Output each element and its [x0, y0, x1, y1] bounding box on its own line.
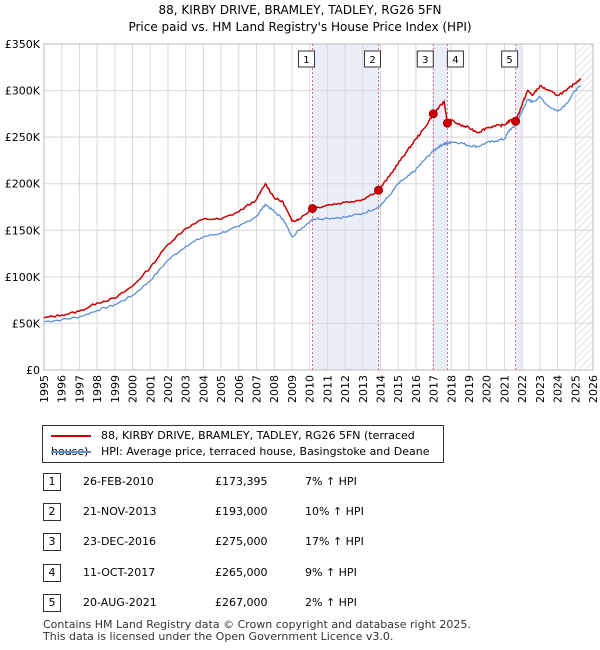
x-tick-label: 1996 [56, 375, 69, 403]
y-tick-label: £200K [5, 178, 41, 191]
x-tick-label: 2020 [481, 375, 494, 403]
x-tick-label: 2002 [162, 375, 175, 403]
sale-marker-label: 5 [506, 55, 512, 66]
plot-frame [43, 43, 594, 371]
y-tick-label: £100K [5, 271, 41, 284]
x-tick-label: 2019 [463, 375, 476, 403]
row-marker: 4 [43, 564, 61, 582]
sale-point [307, 203, 317, 213]
sale-point [428, 109, 438, 119]
property-price-line [43, 78, 582, 319]
sale-marker-label: 1 [303, 55, 309, 66]
row-date: 21-NOV-2013 [83, 505, 157, 518]
x-tick-label: 2018 [445, 375, 458, 403]
forecast-hatch [575, 44, 593, 370]
legend-property-swatch [51, 435, 91, 437]
chart-title: 88, KIRBY DRIVE, BRAMLEY, TADLEY, RG26 5… [158, 3, 441, 17]
x-tick-label: 2005 [215, 375, 228, 403]
row-hpi: 7% ↑ HPI [305, 475, 357, 488]
legend-hpi-swatch [51, 451, 91, 453]
legend-hpi-label: HPI: Average price, terraced house, Basi… [101, 445, 430, 458]
x-tick-label: 2000 [127, 375, 140, 403]
row-hpi: 17% ↑ HPI [305, 535, 364, 548]
row-date: 26-FEB-2010 [83, 475, 154, 488]
row-date: 20-AUG-2021 [83, 596, 157, 609]
x-tick-label: 2024 [552, 375, 565, 403]
sale-marker-box [297, 50, 315, 68]
table-row: 3 23-DEC-2016 £275,000 17% ↑ HPI [43, 533, 403, 553]
row-date: 11-OCT-2017 [83, 566, 156, 579]
x-tick-label: 2023 [534, 375, 547, 403]
hpi-line [43, 85, 581, 323]
x-tick-label: 2006 [233, 375, 246, 403]
x-tick-label: 2009 [286, 375, 299, 403]
x-tick-label: 2004 [197, 375, 210, 403]
y-tick-label: £0 [26, 364, 40, 377]
x-tick-label: 1998 [91, 375, 104, 403]
x-tick-label: 2025 [569, 375, 582, 403]
table-row: 2 21-NOV-2013 £193,000 10% ↑ HPI [43, 503, 403, 523]
y-tick-label: £350K [5, 38, 41, 51]
y-tick-label: £50K [12, 317, 41, 330]
sale-marker-box [446, 50, 464, 68]
sale-point [442, 118, 452, 128]
x-tick-label: 2012 [339, 375, 352, 403]
x-tick-label: 1999 [109, 375, 122, 403]
sale-span-shade [515, 44, 523, 370]
row-marker: 3 [43, 533, 61, 551]
row-price: £193,000 [215, 505, 268, 518]
x-tick-label: 2003 [180, 375, 193, 403]
sale-marker-label: 2 [369, 55, 375, 66]
sale-point [511, 116, 521, 126]
sale-marker-label: 3 [422, 55, 428, 66]
x-tick-label: 2021 [498, 375, 511, 403]
row-price: £275,000 [215, 535, 268, 548]
row-hpi: 10% ↑ HPI [305, 505, 364, 518]
footer-copyright: Contains HM Land Registry data © Crown c… [43, 618, 471, 631]
row-price: £265,000 [215, 566, 268, 579]
y-tick-label: £300K [5, 85, 41, 98]
row-marker: 1 [43, 473, 61, 491]
x-tick-label: 2026 [587, 375, 600, 403]
sale-marker-box [416, 50, 434, 68]
x-tick-label: 2007 [251, 375, 264, 403]
x-tick-label: 1995 [38, 375, 51, 403]
y-tick-label: £150K [5, 224, 41, 237]
row-hpi: 2% ↑ HPI [305, 596, 357, 609]
legend-hpi: HPI: Average price, terraced house, Basi… [51, 444, 429, 460]
legend-property: 88, KIRBY DRIVE, BRAMLEY, TADLEY, RG26 5… [51, 428, 443, 458]
sale-span-shade [433, 44, 448, 370]
sale-marker-box [501, 50, 519, 68]
legend: 88, KIRBY DRIVE, BRAMLEY, TADLEY, RG26 5… [42, 425, 444, 463]
row-marker: 5 [43, 594, 61, 612]
price-chart: 88, KIRBY DRIVE, BRAMLEY, TADLEY, RG26 5… [5, 3, 600, 403]
chart-subtitle: Price paid vs. HM Land Registry's House … [128, 20, 471, 34]
y-tick-label: £250K [5, 131, 41, 144]
row-date: 23-DEC-2016 [83, 535, 157, 548]
x-tick-label: 2015 [392, 375, 405, 403]
row-price: £267,000 [215, 596, 268, 609]
footer: Contains HM Land Registry data © Crown c… [43, 619, 471, 643]
sale-marker-box [364, 50, 382, 68]
footer-license: This data is licensed under the Open Gov… [43, 630, 394, 643]
x-tick-label: 2011 [321, 375, 334, 403]
row-marker: 2 [43, 503, 61, 521]
table-row: 4 11-OCT-2017 £265,000 9% ↑ HPI [43, 564, 403, 584]
x-tick-label: 2022 [516, 375, 529, 403]
x-tick-label: 2016 [410, 375, 423, 403]
table-row: 1 26-FEB-2010 £173,395 7% ↑ HPI [43, 473, 403, 493]
x-tick-label: 2008 [268, 375, 281, 403]
table-row: 5 20-AUG-2021 £267,000 2% ↑ HPI [43, 594, 403, 614]
x-tick-label: 1997 [73, 375, 86, 403]
row-price: £173,395 [215, 475, 268, 488]
row-hpi: 9% ↑ HPI [305, 566, 357, 579]
sale-point [374, 185, 384, 195]
x-tick-label: 2010 [304, 375, 317, 403]
x-tick-label: 2017 [428, 375, 441, 403]
x-tick-label: 2014 [374, 375, 387, 403]
x-tick-label: 2001 [144, 375, 157, 403]
sale-marker-label: 4 [452, 55, 458, 66]
x-tick-label: 2013 [357, 375, 370, 403]
